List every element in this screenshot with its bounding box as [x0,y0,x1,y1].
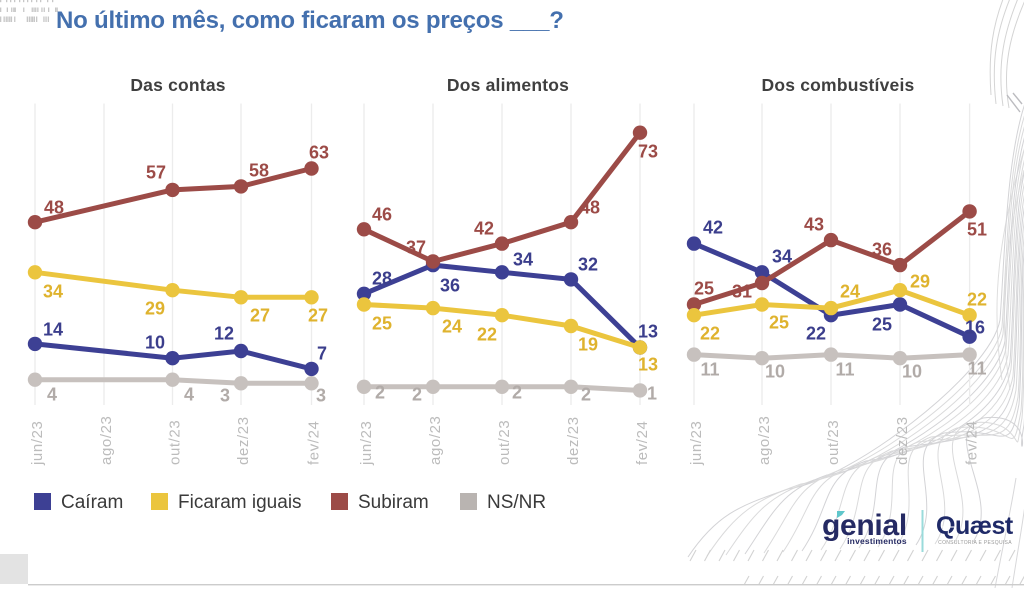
svg-text:29: 29 [145,298,165,318]
svg-text:dez/23: dez/23 [565,416,582,465]
svg-text:ago/23: ago/23 [756,416,773,465]
svg-text:NS/NR: NS/NR [487,492,546,513]
svg-text:fev/24: fev/24 [634,421,651,465]
svg-text:dez/23: dez/23 [894,416,911,465]
svg-text:jun/23: jun/23 [358,421,375,466]
svg-text:32: 32 [578,254,598,274]
svg-text:out/23: out/23 [496,420,513,465]
svg-text:Quæst: Quæst [936,512,1014,540]
svg-text:34: 34 [772,246,792,266]
svg-text:investimentos: investimentos [847,536,907,546]
svg-text:43: 43 [804,214,824,234]
svg-text:31: 31 [732,281,752,301]
svg-text:ago/23: ago/23 [98,416,115,465]
svg-text:11: 11 [835,359,854,379]
svg-text:28: 28 [372,268,392,288]
svg-text:1: 1 [647,383,657,403]
svg-text:Das contas: Das contas [130,75,225,95]
svg-text:No último mês, como ficaram os: No último mês, como ficaram os preços __… [56,7,564,34]
svg-text:14: 14 [43,319,63,339]
svg-text:2: 2 [512,382,522,402]
svg-text:36: 36 [872,239,892,259]
svg-text:fev/24: fev/24 [306,421,323,465]
svg-text:22: 22 [806,323,826,343]
svg-text:22: 22 [700,323,720,343]
svg-text:22: 22 [477,324,497,344]
svg-text:29: 29 [910,271,930,291]
svg-text:Dos combustíveis: Dos combustíveis [762,75,915,95]
svg-text:13: 13 [638,321,658,341]
svg-text:11: 11 [700,359,719,379]
svg-text:4: 4 [47,384,57,404]
svg-text:63: 63 [309,142,329,162]
svg-text:22: 22 [967,289,987,309]
svg-text:CONSULTORIA E PESQUISA: CONSULTORIA E PESQUISA [938,540,1012,546]
svg-text:Caíram: Caíram [61,492,123,513]
svg-text:25: 25 [694,278,714,298]
svg-text:2: 2 [375,382,385,402]
svg-text:Dos alimentos: Dos alimentos [447,75,569,95]
svg-text:10: 10 [902,361,922,381]
svg-text:out/23: out/23 [167,420,184,465]
svg-text:24: 24 [442,316,462,336]
svg-text:4: 4 [184,384,194,404]
svg-text:42: 42 [474,218,494,238]
svg-text:25: 25 [769,312,789,332]
svg-text:37: 37 [406,237,426,257]
svg-text:3: 3 [220,385,230,405]
svg-text:19: 19 [578,334,598,354]
svg-text:2: 2 [581,384,591,404]
svg-text:36: 36 [440,275,460,295]
svg-text:jun/23: jun/23 [688,421,705,466]
svg-text:out/23: out/23 [825,420,842,465]
svg-text:11: 11 [967,358,986,378]
svg-text:dez/23: dez/23 [235,416,252,465]
svg-text:58: 58 [249,160,269,180]
svg-text:25: 25 [872,314,892,334]
svg-text:3: 3 [316,385,326,405]
svg-text:25: 25 [372,313,392,333]
svg-text:12: 12 [214,323,234,343]
svg-text:jun/23: jun/23 [29,421,46,466]
svg-text:73: 73 [638,141,658,161]
svg-text:Ficaram iguais: Ficaram iguais [178,492,302,513]
svg-text:Subiram: Subiram [358,492,429,513]
svg-text:ago/23: ago/23 [427,416,444,465]
svg-text:48: 48 [580,197,600,217]
svg-text:27: 27 [308,305,328,325]
svg-text:34: 34 [43,281,63,301]
svg-text:57: 57 [146,162,166,182]
svg-text:2: 2 [412,384,422,404]
svg-text:24: 24 [840,281,860,301]
svg-text:7: 7 [317,343,327,363]
svg-text:42: 42 [703,217,723,237]
svg-text:fev/24: fev/24 [964,421,981,465]
svg-text:51: 51 [967,219,987,239]
svg-text:16: 16 [965,317,985,337]
svg-text:10: 10 [765,361,785,381]
svg-text:10: 10 [145,332,165,352]
svg-text:34: 34 [513,249,533,269]
svg-text:48: 48 [44,197,64,217]
svg-text:27: 27 [250,305,270,325]
svg-text:46: 46 [372,204,392,224]
svg-text:13: 13 [638,354,658,374]
